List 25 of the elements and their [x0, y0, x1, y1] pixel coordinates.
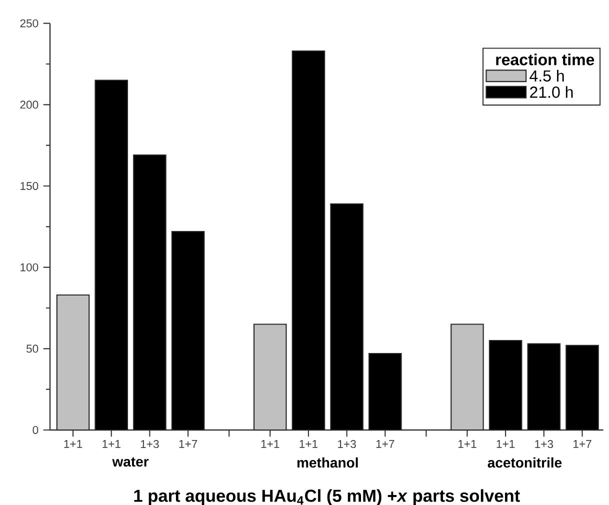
x-tick-label: 1+1 — [261, 440, 280, 448]
x-tick-label: 1+1 — [102, 440, 120, 448]
x-tick-label: 1+3 — [535, 440, 554, 448]
x-tick-label: 1+3 — [140, 440, 159, 448]
x-tick-label: 1+1 — [496, 440, 515, 448]
legend-label: 4.5 h — [530, 70, 564, 82]
y-tick-label: 100 — [20, 263, 38, 272]
x-tick-label: 1+7 — [376, 440, 394, 448]
y-tick-label: 250 — [20, 19, 38, 28]
x-tick-label: 1+1 — [64, 440, 82, 448]
x-tick-label: 1+7 — [179, 440, 198, 448]
x-axis-title: 1 part aqueous HAu$_{4}$Cl (5 mM) +x parts solvent — [134, 489, 520, 505]
text: acetonitrile — [488, 457, 562, 468]
y-tick-label: 50 — [26, 344, 38, 353]
legend-title: reaction time — [496, 54, 594, 66]
x-tick-label: 1+3 — [338, 440, 356, 448]
text: methanol — [297, 457, 358, 468]
text: water — [112, 457, 149, 467]
x-tick-label: 1+1 — [458, 440, 476, 448]
y-tick-label: 150 — [20, 182, 38, 190]
y-tick-label: 0 — [32, 426, 38, 434]
legend-label: 21.0 h — [530, 86, 573, 98]
x-tick-label: 1+1 — [300, 440, 318, 448]
x-tick-label: 1+7 — [573, 440, 592, 448]
y-tick-label: 200 — [20, 100, 38, 109]
